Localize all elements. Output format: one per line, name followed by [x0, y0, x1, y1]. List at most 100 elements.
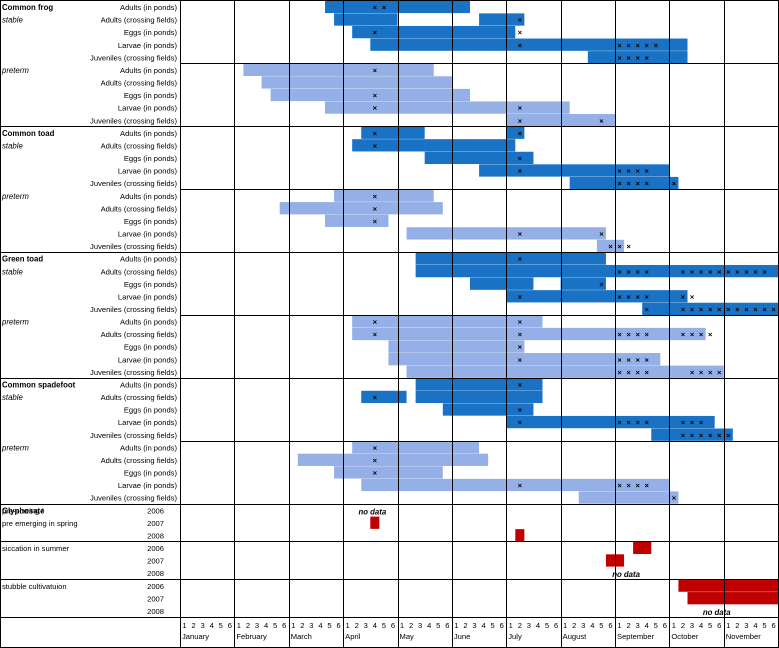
- bar-common-frog-stable-0-0: [325, 0, 470, 14]
- x-marker: ×: [635, 267, 640, 276]
- row-label: Juveniles (crossing fields): [90, 368, 177, 377]
- x-marker: ×: [699, 431, 704, 440]
- x-marker: ×: [708, 431, 713, 440]
- period-tick-label: 5: [545, 621, 549, 630]
- period-tick-label: 4: [210, 621, 214, 630]
- x-marker: ×: [518, 116, 523, 125]
- row-label: Adults (crossing fields): [101, 456, 178, 465]
- month-label: February: [236, 632, 267, 641]
- x-marker: ×: [635, 355, 640, 364]
- x-marker: ×: [373, 104, 378, 113]
- x-marker: ×: [726, 305, 731, 314]
- bar-green-toad-preterm-26-0: [352, 327, 706, 341]
- row-label: Eggs (in ponds): [124, 217, 178, 226]
- group-label: stable: [2, 141, 23, 150]
- x-marker: ×: [373, 456, 378, 465]
- treatment-name: Glyphosate: [2, 506, 45, 515]
- x-marker: ×: [617, 481, 622, 490]
- row-label: Adults (in ponds): [120, 192, 177, 201]
- year-label: 2006: [147, 506, 164, 515]
- month-label: November: [726, 632, 761, 641]
- x-marker: ×: [617, 355, 622, 364]
- period-tick-label: 1: [291, 621, 295, 630]
- period-tick-label: 1: [182, 621, 186, 630]
- period-tick-label: 1: [563, 621, 567, 630]
- x-marker: ×: [744, 267, 749, 276]
- no-data-note: no data: [358, 507, 386, 516]
- bar-glyphosate-42-0: [515, 529, 525, 542]
- period-tick-label: 4: [536, 621, 540, 630]
- treatment-label: pre emerging in spring: [2, 519, 78, 528]
- period-tick-label: 2: [518, 621, 522, 630]
- x-marker: ×: [518, 406, 523, 415]
- x-marker: ×: [771, 305, 776, 314]
- x-marker: ×: [690, 292, 695, 301]
- period-tick-label: 2: [355, 621, 359, 630]
- x-marker: ×: [617, 418, 622, 427]
- x-marker: ×: [672, 179, 677, 188]
- bar-common-spadefoot-stable-34-0: [651, 428, 733, 441]
- month-label: April: [345, 632, 361, 641]
- x-marker: ×: [699, 305, 704, 314]
- x-marker: ×: [373, 28, 378, 37]
- x-marker: ×: [635, 418, 640, 427]
- species-name: Green toad: [2, 255, 43, 264]
- bar-common-spadefoot-preterm-39-0: [578, 491, 679, 504]
- x-marker: ×: [599, 116, 604, 125]
- bar-common-spadefoot-stable-31-1: [415, 390, 543, 404]
- period-tick-label: 5: [708, 621, 712, 630]
- bar-common-spadefoot-preterm-37-0: [334, 466, 443, 479]
- year-label: 2007: [147, 519, 164, 528]
- period-tick-label: 2: [300, 621, 304, 630]
- bar-green-toad-stable-22-1: [560, 277, 606, 290]
- x-marker: ×: [635, 330, 640, 339]
- x-marker: ×: [626, 292, 631, 301]
- x-marker: ×: [626, 41, 631, 50]
- bar-common-toad-stable-10-1: [506, 126, 525, 139]
- x-marker: ×: [518, 418, 523, 427]
- bar-common-toad-stable-14-0: [569, 176, 679, 190]
- x-marker: ×: [690, 418, 695, 427]
- row-label: Adults (crossing fields): [101, 16, 178, 25]
- x-marker: ×: [373, 330, 378, 339]
- bar-common-spadefoot-stable-30-0: [415, 378, 543, 391]
- row-label: Eggs (in ponds): [124, 28, 178, 37]
- x-marker: ×: [717, 431, 722, 440]
- x-marker: ×: [635, 179, 640, 188]
- year-label: 2008: [147, 531, 164, 540]
- x-marker: ×: [373, 66, 378, 75]
- period-tick-label: 3: [636, 621, 640, 630]
- x-marker: ×: [373, 318, 378, 327]
- period-tick-label: 3: [690, 621, 694, 630]
- x-marker: ×: [518, 481, 523, 490]
- year-label: 2008: [147, 569, 164, 578]
- row-label: Adults (in ponds): [120, 3, 177, 12]
- x-marker: ×: [518, 129, 523, 138]
- x-marker: ×: [626, 167, 631, 176]
- year-label: 2006: [147, 544, 164, 553]
- period-tick-label: 3: [309, 621, 313, 630]
- period-tick-label: 2: [681, 621, 685, 630]
- bar-common-frog-preterm-8-0: [325, 101, 570, 114]
- bar-common-frog-stable-3-0: [370, 38, 688, 51]
- bar-common-frog-stable-2-0: [352, 25, 516, 39]
- x-marker: ×: [681, 292, 686, 301]
- x-marker: ×: [681, 305, 686, 314]
- row-label: Adults (in ponds): [120, 255, 177, 264]
- period-tick-label: 6: [391, 621, 395, 630]
- x-marker: ×: [518, 154, 523, 163]
- bar-common-frog-stable-4-0: [587, 51, 688, 64]
- period-tick-label: 3: [201, 621, 205, 630]
- x-marker: ×: [645, 167, 650, 176]
- row-label: Adults (in ponds): [120, 66, 177, 75]
- period-tick-label: 6: [282, 621, 286, 630]
- x-marker: ×: [518, 318, 523, 327]
- bar-common-frog-preterm-9-0: [506, 114, 615, 127]
- x-marker: ×: [654, 41, 659, 50]
- month-label: July: [508, 632, 522, 641]
- period-tick-label: 1: [346, 621, 350, 630]
- x-marker: ×: [645, 179, 650, 188]
- row-label: Larvae (in ponds): [118, 355, 178, 364]
